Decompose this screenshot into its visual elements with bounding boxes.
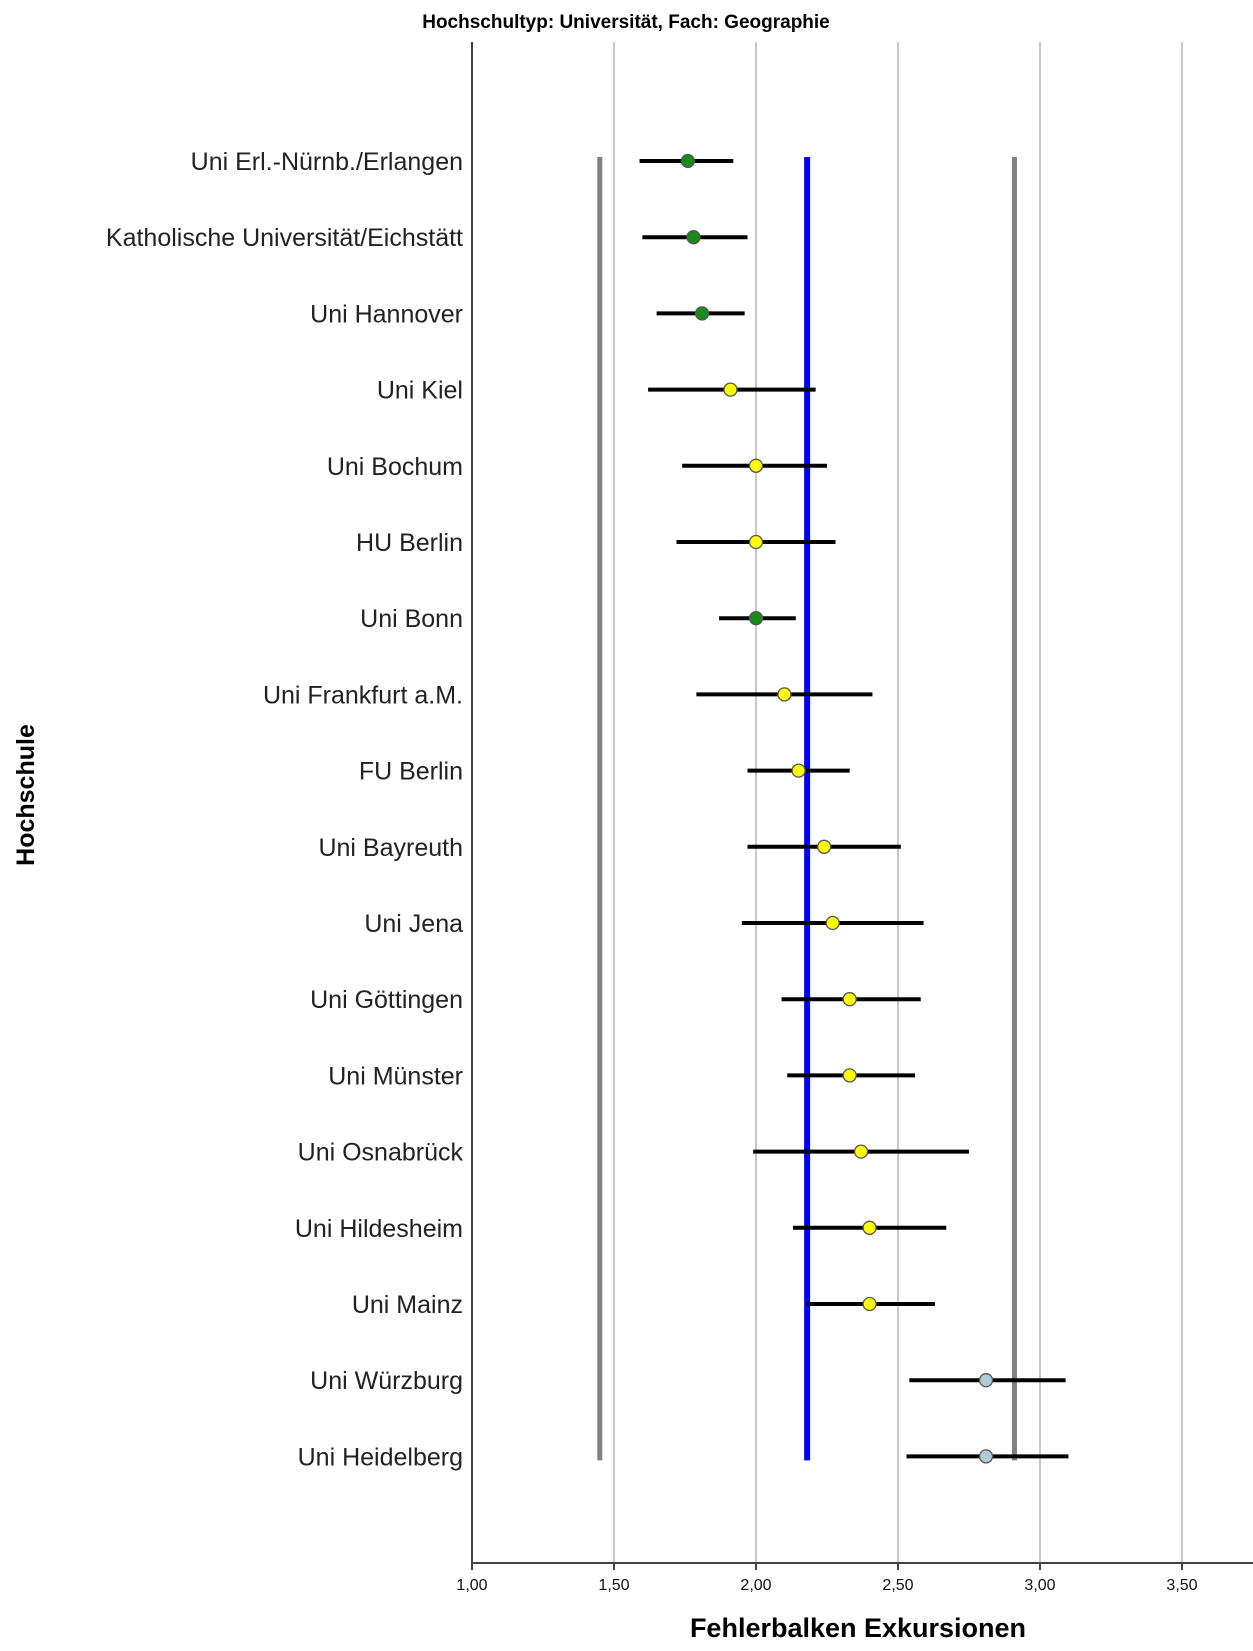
x-tick-label: 1,50	[598, 1577, 629, 1594]
category-label: Uni Heidelberg	[298, 1443, 463, 1471]
category-label: Uni Münster	[328, 1062, 463, 1090]
x-tick-labels: 1,00 1,50 2,00 2,50 3,00 3,50	[456, 1577, 1197, 1594]
category-label: Uni Kiel	[377, 377, 463, 405]
x-tick-label: 2,50	[882, 1577, 913, 1594]
mean-point	[980, 1450, 993, 1463]
category-label: Uni Mainz	[352, 1291, 463, 1319]
category-label: Uni Würzburg	[310, 1367, 463, 1395]
category-labels: Uni Erl.-Nürnb./Erlangen Katholische Univ…	[106, 148, 464, 1471]
mean-point	[826, 917, 839, 930]
mean-point	[863, 1298, 876, 1311]
x-axis-label: Fehlerbalken Exkursionen	[690, 1613, 1026, 1643]
category-label: Uni Jena	[364, 910, 463, 938]
category-label: Uni Göttingen	[310, 986, 463, 1014]
category-label: Uni Bayreuth	[318, 834, 463, 862]
mean-point	[687, 231, 700, 244]
category-label: Uni Bochum	[327, 453, 463, 481]
x-tick-label: 2,00	[740, 1577, 771, 1594]
chart-title: Hochschultyp: Universität, Fach: Geograp…	[422, 12, 830, 33]
error-bars	[640, 161, 1069, 1456]
mean-points	[681, 155, 992, 1463]
category-label: FU Berlin	[359, 758, 463, 786]
y-axis-label: Hochschule	[12, 724, 40, 866]
x-tick-label: 1,00	[456, 1577, 487, 1594]
category-label: Uni Frankfurt a.M.	[263, 681, 463, 709]
category-label: Uni Erl.-Nürnb./Erlangen	[191, 148, 463, 176]
category-label: Uni Osnabrück	[298, 1139, 464, 1167]
mean-point	[843, 1069, 856, 1082]
mean-point	[750, 536, 763, 549]
gridlines	[614, 42, 1182, 1563]
mean-point	[750, 459, 763, 472]
category-label: Uni Bonn	[360, 605, 463, 633]
mean-point	[980, 1374, 993, 1387]
mean-point	[855, 1145, 868, 1158]
x-tick-label: 3,00	[1024, 1577, 1055, 1594]
category-label: HU Berlin	[356, 529, 463, 557]
mean-point	[792, 764, 805, 777]
mean-point	[778, 688, 791, 701]
category-label: Uni Hildesheim	[295, 1215, 463, 1243]
x-tick-label: 3,50	[1166, 1577, 1197, 1594]
reference-lines	[600, 157, 1015, 1460]
mean-point	[681, 155, 694, 168]
mean-point	[724, 383, 737, 396]
mean-point	[843, 993, 856, 1006]
mean-point	[696, 307, 709, 320]
category-label: Uni Hannover	[310, 300, 463, 328]
category-label: Katholische Universität/Eichstätt	[106, 224, 463, 252]
axes	[472, 42, 1253, 1570]
mean-point	[818, 840, 831, 853]
mean-point	[863, 1221, 876, 1234]
mean-point	[750, 612, 763, 625]
